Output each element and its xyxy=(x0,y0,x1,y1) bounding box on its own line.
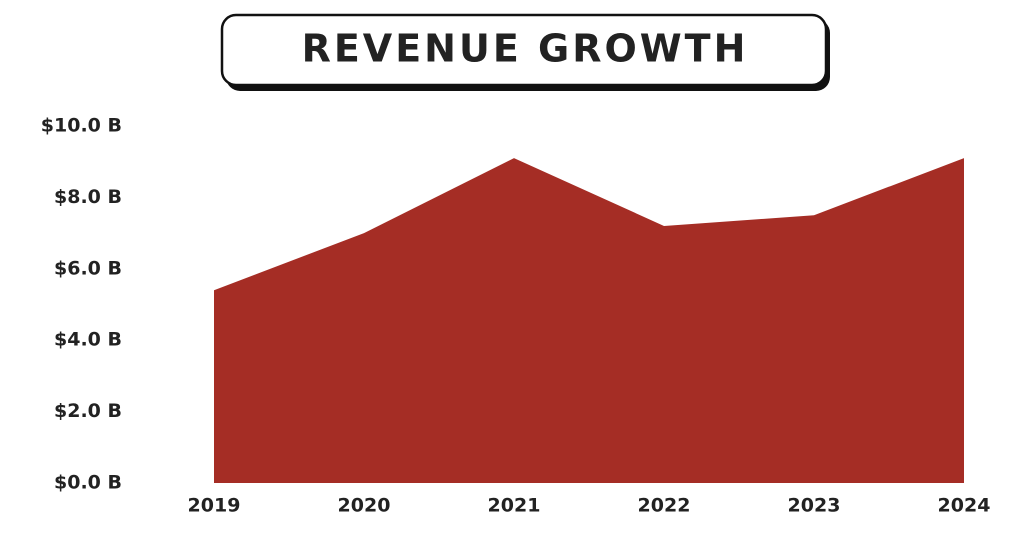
x-tick-label: 2019 xyxy=(188,495,241,517)
area xyxy=(214,158,964,483)
x-tick-label: 2021 xyxy=(488,495,541,517)
title-box xyxy=(220,13,828,87)
y-tick-label: $2.0 B xyxy=(54,400,122,422)
y-tick-label: $8.0 B xyxy=(54,186,122,208)
y-tick-label: $0.0 B xyxy=(54,472,122,494)
y-tick-label: $6.0 B xyxy=(54,257,122,279)
x-tick-label: 2024 xyxy=(938,495,991,517)
chart-title: REVENUE GROWTH xyxy=(302,27,749,71)
y-tick-label: $10.0 B xyxy=(41,115,122,137)
y-tick-label: $4.0 B xyxy=(54,329,122,351)
x-tick-label: 2023 xyxy=(788,495,841,517)
x-tick-label: 2020 xyxy=(338,495,391,517)
x-tick-label: 2022 xyxy=(638,495,691,517)
